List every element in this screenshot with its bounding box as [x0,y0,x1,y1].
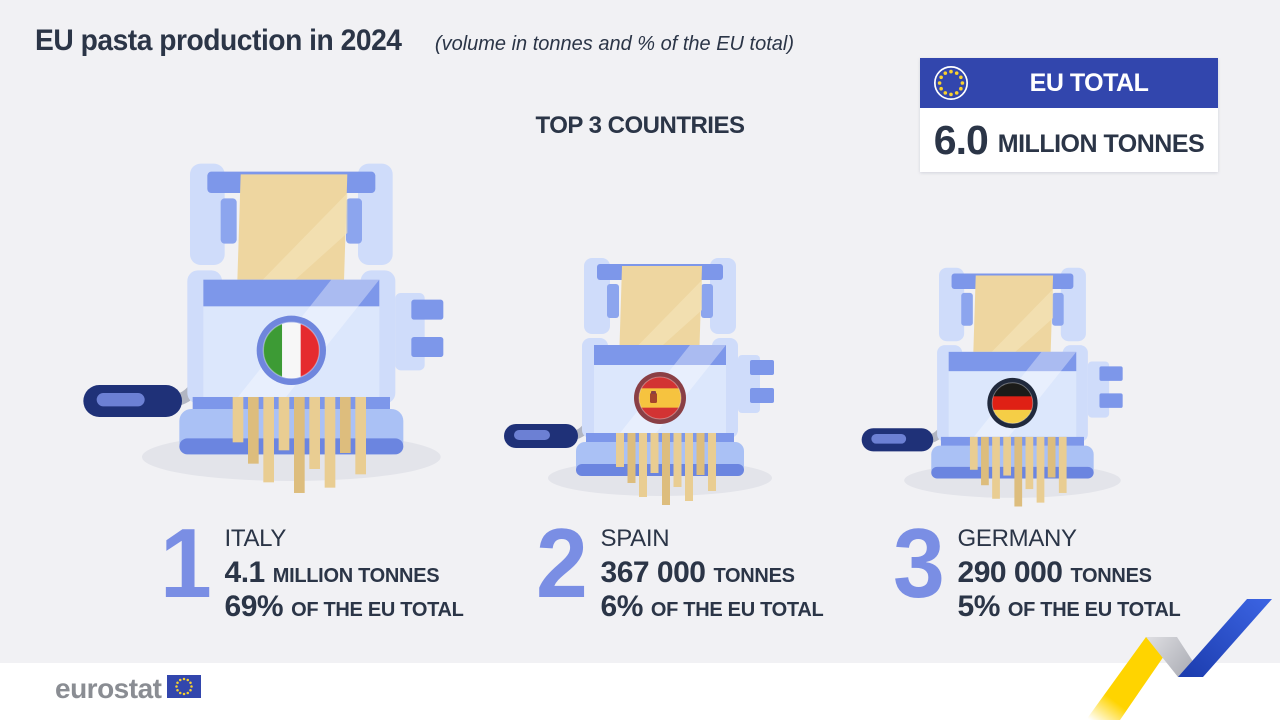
volume-line: 367 000 TONNES [601,556,824,590]
pasta-machine-italy [70,153,470,500]
country-name: ITALY [224,525,287,552]
rank-number: 1 [160,508,212,618]
volume-value: 4.1 [224,556,266,589]
volume-value: 367 000 [600,556,706,589]
volume-value: 290 000 [957,556,1063,589]
pasta-machine-germany [852,260,1142,511]
eu-flag-icon [932,64,970,102]
share-value: 6% [600,590,644,623]
eu-total-label: EU TOTAL [1029,68,1149,97]
title-subtitle: (volume in tonnes and % of the EU total) [434,33,795,55]
share-unit: OF THE EU TOTAL [291,599,464,621]
eu-total-value-row: 6.0 MILLION TONNES [920,108,1218,172]
rank-number: 3 [893,508,945,618]
volume-line: 290 000 TONNES [958,556,1181,590]
volume-unit: TONNES [1070,565,1152,587]
eu-total-unit: MILLION TONNES [997,129,1205,158]
section-heading-top3: TOP 3 COUNTRIES [535,112,746,139]
footer-strip: eurostat [0,663,1280,720]
volume-line: 4.1 MILLION TONNES [225,556,464,590]
share-unit: OF THE EU TOTAL [650,599,824,621]
header: EU pasta production in 2024 (volume in t… [35,24,794,58]
eu-total-value: 6.0 [933,116,989,163]
page-title: EU pasta production in 2024 [35,24,402,57]
volume-unit: MILLION TONNES [272,565,440,587]
volume-unit: TONNES [713,565,795,587]
rank-block-spain: 2 SPAIN 367 000 TONNES 6% OF THE EU TOTA… [536,508,824,624]
statistics-ribbon-decoration [1086,599,1272,720]
share-value: 5% [957,590,1001,623]
pasta-machine-spain [494,250,794,510]
share-unit: OF THE EU TOTAL [1007,599,1181,621]
rank-block-germany: 3 GERMANY 290 000 TONNES 5% OF THE EU TO… [893,508,1181,624]
eu-total-card: EU TOTAL 6.0 MILLION TONNES [920,58,1218,172]
country-name: SPAIN [600,525,670,552]
share-line: 5% OF THE EU TOTAL [958,590,1181,624]
share-line: 6% OF THE EU TOTAL [601,590,824,624]
rank-number: 2 [536,508,588,618]
eu-total-header: EU TOTAL [920,58,1218,108]
eu-flag-logo-icon [167,675,202,703]
rank-block-italy: 1 ITALY 4.1 MILLION TONNES 69% OF THE EU… [160,508,464,624]
share-line: 69% OF THE EU TOTAL [225,590,464,624]
share-value: 69% [224,590,284,623]
eurostat-logo: eurostat [55,673,202,705]
eurostat-logo-text: eurostat [55,673,162,704]
country-name: GERMANY [957,525,1078,552]
